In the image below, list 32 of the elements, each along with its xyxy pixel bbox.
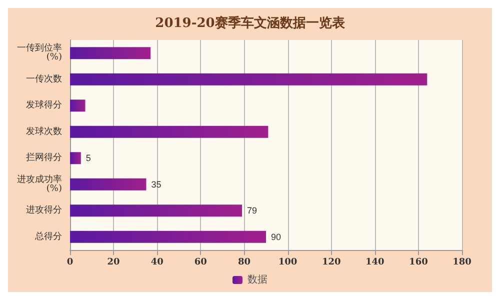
y-tick-label: 进攻成功率(%) xyxy=(17,174,62,194)
x-tick-label: 20 xyxy=(107,258,120,268)
bar xyxy=(70,100,86,112)
chart-title: 2019-20赛季车文涵数据一览表 xyxy=(155,15,346,31)
bar xyxy=(70,126,268,138)
x-tick-label: 80 xyxy=(238,258,250,268)
bar xyxy=(70,73,428,86)
x-tick-label: 100 xyxy=(278,258,298,268)
data-label: 35 xyxy=(151,179,162,190)
legend-label: 数据 xyxy=(248,274,268,286)
x-tick-label: 160 xyxy=(409,258,428,268)
x-tick-label: 60 xyxy=(194,258,207,268)
x-tick-label: 180 xyxy=(452,258,472,268)
y-tick-label: 拦网得分 xyxy=(26,152,62,164)
x-tick-label: 0 xyxy=(66,258,74,268)
x-tick-label: 40 xyxy=(150,258,164,268)
x-tick-label: 120 xyxy=(322,258,341,268)
data-label: 5 xyxy=(86,153,91,164)
bar xyxy=(70,152,81,164)
bar xyxy=(70,47,151,60)
y-tick-label: 发球次数 xyxy=(26,126,62,137)
y-tick-label: 发球得分 xyxy=(26,100,62,111)
bar xyxy=(70,230,266,243)
x-tick-label: 140 xyxy=(365,258,384,268)
bar xyxy=(70,178,146,190)
y-tick-label: 一传到位率(%) xyxy=(17,42,62,63)
data-label: 79 xyxy=(247,206,258,216)
data-label: 90 xyxy=(271,232,282,242)
y-tick-label: 总得分 xyxy=(34,230,62,242)
y-tick-label: 进攻得分 xyxy=(26,204,62,216)
y-tick-label: 一传次数 xyxy=(26,73,62,84)
bar xyxy=(70,204,242,217)
